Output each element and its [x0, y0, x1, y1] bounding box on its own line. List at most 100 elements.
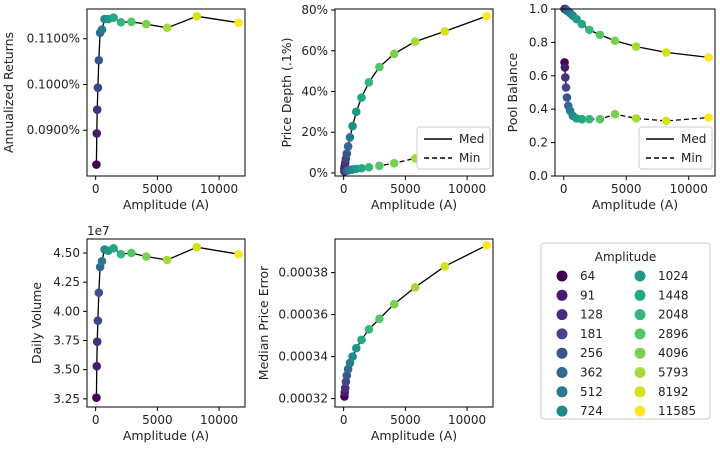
y-tick-label: 0.1100%	[27, 32, 80, 46]
data-point	[440, 262, 450, 271]
data-point	[364, 78, 374, 87]
legend-marker	[634, 270, 646, 282]
data-point	[585, 25, 594, 35]
x-tick-label: 0	[560, 182, 568, 196]
data-point	[389, 299, 399, 309]
data-point	[162, 23, 172, 33]
subplot-4: 3.25 3.50 3.75 4.00 4.25 4.50 0 5000 10000Amplit…	[29, 224, 246, 443]
data-point	[560, 63, 570, 72]
legend-marker	[556, 347, 568, 359]
legend-label: 8192	[658, 385, 689, 399]
x-tick-label: 10000	[448, 413, 486, 427]
axes-frame	[86, 8, 246, 177]
y-tick-label: 3.50	[53, 363, 80, 377]
data-point	[610, 36, 620, 46]
axis-offset-label: 1e7	[87, 224, 110, 238]
data-point	[343, 142, 353, 151]
y-tick-label: 40%	[301, 84, 328, 98]
y-tick-label: 4.00	[53, 304, 80, 318]
legend-label: 128	[580, 308, 603, 322]
legend-label: 11585	[658, 404, 696, 418]
y-tick-label: 4.50	[53, 246, 80, 260]
legend-label: 362	[580, 366, 603, 380]
y-tick-label: 0.0	[529, 169, 548, 183]
data-point	[92, 361, 102, 371]
axes-frame	[554, 8, 716, 177]
data-point	[93, 316, 103, 325]
data-point	[94, 288, 104, 297]
legend-label: Med	[681, 132, 706, 146]
data-point	[357, 163, 366, 173]
data-point	[109, 13, 118, 22]
data-point	[561, 83, 571, 92]
data-point	[340, 383, 350, 393]
x-axis-label: Amplitude (A)	[371, 197, 457, 212]
legend-marker	[556, 328, 568, 340]
y-tick-label: 0.00038	[278, 266, 328, 280]
series-line-main	[95, 15, 239, 165]
y-tick-label: 0.1000%	[27, 77, 80, 91]
data-point	[375, 314, 384, 324]
data-point	[127, 17, 136, 27]
data-point	[440, 27, 450, 36]
data-point	[364, 162, 374, 172]
data-point	[410, 37, 420, 46]
y-tick-label: 3.75	[53, 334, 80, 348]
data-point	[631, 114, 641, 123]
axes-frame	[86, 238, 246, 408]
data-point	[92, 105, 102, 114]
data-point	[561, 73, 570, 82]
legend-label: Min	[459, 151, 480, 165]
data-point	[585, 114, 594, 124]
data-point	[192, 12, 202, 21]
data-point	[631, 42, 641, 51]
y-tick-label: 0.00032	[278, 392, 328, 406]
x-tick-label: 10000	[670, 182, 708, 196]
legend-marker	[556, 405, 568, 417]
x-axis-label: Amplitude (A)	[371, 428, 457, 443]
x-axis-label: Amplitude (A)	[592, 197, 678, 212]
legend-marker	[634, 289, 646, 301]
legend-label: 1024	[658, 269, 689, 283]
legend-marker	[634, 405, 646, 417]
y-tick-label: 60%	[301, 44, 328, 58]
data-point	[92, 129, 102, 138]
data-point	[389, 49, 399, 59]
y-tick-label: 0.2	[529, 136, 548, 150]
legend-label: 2896	[658, 327, 689, 341]
data-point	[410, 283, 420, 292]
data-point	[97, 256, 107, 266]
x-tick-label: 0	[92, 413, 100, 427]
data-point	[595, 30, 605, 40]
data-point	[162, 255, 172, 265]
x-tick-label: 10000	[200, 182, 238, 196]
y-axis-label: Price Depth (.1%)	[279, 37, 294, 147]
x-tick-label: 0	[340, 182, 348, 196]
legend-marker	[634, 328, 646, 340]
y-tick-label: 1.0	[529, 2, 548, 16]
y-tick-label: 80%	[301, 3, 328, 17]
data-point	[127, 248, 136, 258]
data-point	[577, 114, 587, 124]
data-point	[482, 11, 491, 21]
x-tick-label: 5000	[142, 413, 173, 427]
legend-marker	[634, 386, 646, 398]
legend-label: Min	[681, 151, 702, 165]
legend-label: 91	[580, 288, 595, 302]
y-axis-label: Pool Balance	[505, 52, 520, 132]
legend-label: 256	[580, 346, 603, 360]
y-tick-label: 0.4	[529, 102, 548, 116]
y-tick-label: 4.25	[53, 275, 80, 289]
data-point	[141, 252, 151, 261]
legend-label: 724	[580, 404, 603, 418]
legend-label: 64	[580, 269, 595, 283]
subplot-1: 0.0900% 0.1000% 0.1100% 0 5000 10000Amplitude…	[1, 8, 246, 212]
x-tick-label: 5000	[611, 182, 642, 196]
legend-marker	[556, 309, 568, 321]
data-point	[234, 18, 243, 28]
data-point	[375, 161, 384, 171]
data-point	[92, 393, 101, 402]
x-tick-label: 5000	[390, 182, 421, 196]
y-tick-label: 0.6	[529, 69, 548, 83]
